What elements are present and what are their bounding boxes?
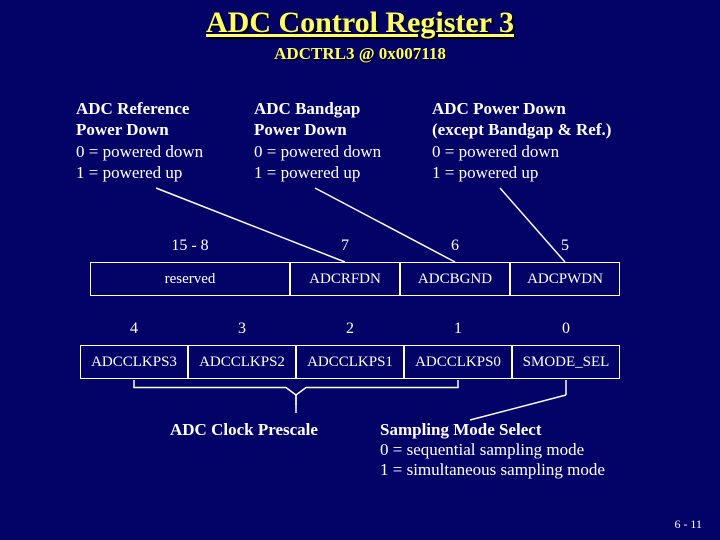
page-title: ADC Control Register 3 (0, 6, 720, 40)
label-clock-prescale: ADC Clock Prescale (170, 420, 318, 440)
page-subtitle: ADCTRL3 @ 0x007118 (0, 44, 720, 64)
field-adcclkps0: ADCCLKPS0 (404, 345, 512, 379)
field-adcrfdn: ADCRFDN (290, 262, 400, 296)
desc-adc-bandgap: ADC BandgapPower Down0 = powered down1 =… (254, 98, 424, 183)
slide: ADC Control Register 3 ADCTRL3 @ 0x00711… (0, 0, 720, 540)
bitnum-6: 6 (415, 237, 495, 255)
field-adcbgnd: ADCBGND (400, 262, 510, 296)
bitnum-3: 3 (202, 320, 282, 338)
bitnum-5: 5 (525, 237, 605, 255)
field-smode-sel: SMODE_SEL (512, 345, 620, 379)
page-number: 6 - 11 (674, 517, 702, 532)
bitnum-7: 7 (305, 237, 385, 255)
bitnum-4: 4 (94, 320, 174, 338)
desc-adc-reference: ADC ReferencePower Down0 = powered down1… (76, 98, 246, 183)
label-sampling-mode: Sampling Mode Select0 = sequential sampl… (380, 420, 605, 480)
bitnum-15-8: 15 - 8 (150, 237, 230, 255)
bitnum-2: 2 (310, 320, 390, 338)
field-adcclkps2: ADCCLKPS2 (188, 345, 296, 379)
field-reserved: reserved (90, 262, 290, 296)
bitnum-1: 1 (418, 320, 498, 338)
desc-adc-powerdown: ADC Power Down(except Bandgap & Ref.)0 =… (432, 98, 692, 183)
field-adcclkps3: ADCCLKPS3 (80, 345, 188, 379)
field-adcclkps1: ADCCLKPS1 (296, 345, 404, 379)
bitnum-0: 0 (526, 320, 606, 338)
field-adcpwdn: ADCPWDN (510, 262, 620, 296)
